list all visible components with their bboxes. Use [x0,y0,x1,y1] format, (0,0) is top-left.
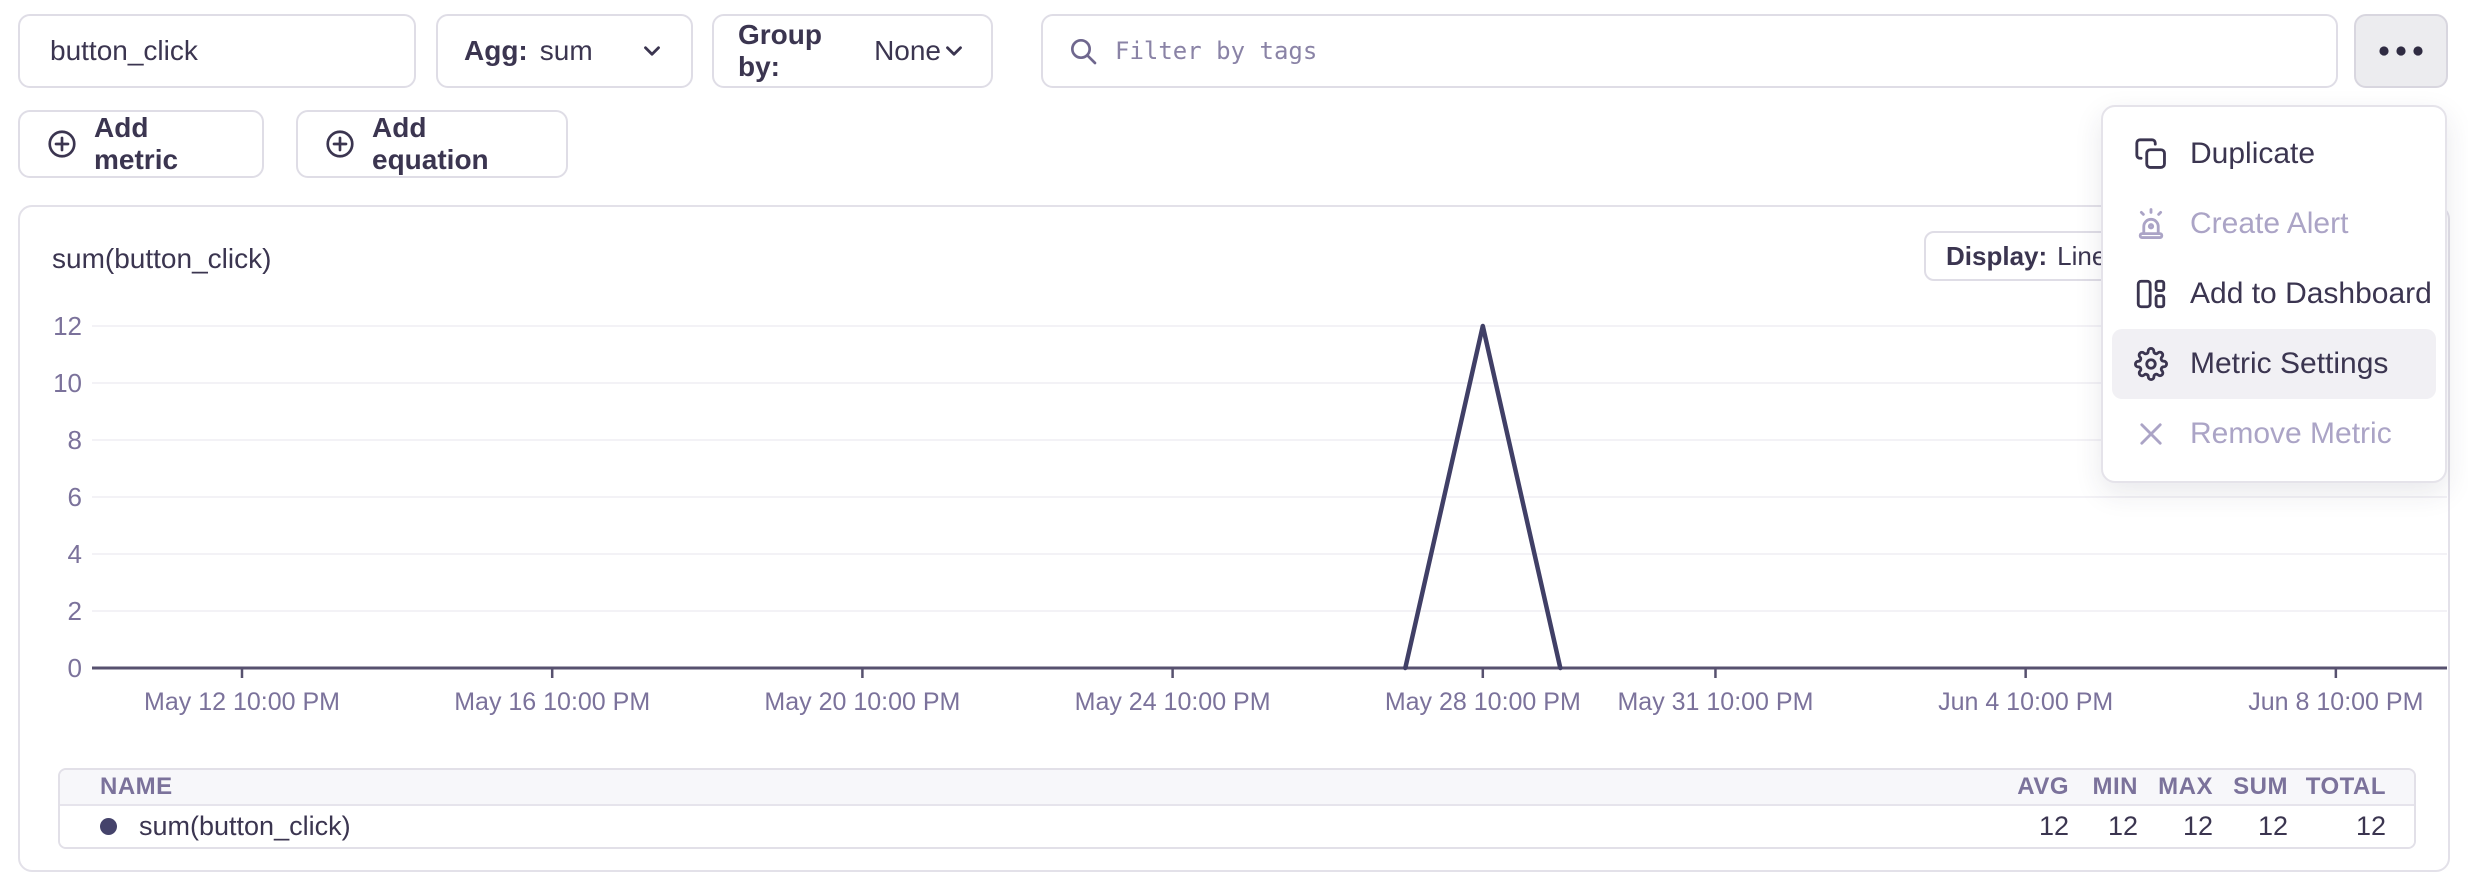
y-axis-tick-label: 10 [53,368,82,398]
y-axis-tick-label: 8 [67,425,82,455]
aggregation-dropdown[interactable]: Agg: sum [436,14,693,88]
dashboard-icon [2134,277,2168,311]
chevron-down-icon [639,38,665,64]
menu-item-create-alert: Create Alert [2112,189,2436,259]
y-axis-tick-label: 4 [67,539,82,569]
menu-item-label: Duplicate [2190,137,2316,170]
series-summary-table: NAME AVG MIN MAX SUM TOTAL sum(button_cl… [58,768,2416,849]
more-options-button[interactable] [2354,14,2448,88]
metric-name-field [18,14,416,88]
menu-item-label: Metric Settings [2190,347,2389,380]
series-stat-max: 12 [2182,811,2213,841]
x-axis-tick-label: May 24 10:00 PM [1074,688,1271,716]
aggregation-label: Agg: [464,35,528,66]
menu-item-label: Create Alert [2190,207,2349,240]
y-axis-tick-label: 6 [67,482,82,512]
tag-filter-input[interactable] [1115,37,2312,65]
ellipsis-icon [2378,45,2424,57]
chevron-down-icon [941,38,967,64]
menu-item-add-to-dashboard[interactable]: Add to Dashboard [2112,259,2436,329]
add-equation-button[interactable]: Add equation [296,110,568,178]
x-axis-tick-label: May 12 10:00 PM [144,688,340,716]
display-label: Display: [1946,240,2048,271]
x-axis-tick-label: May 16 10:00 PM [454,688,651,716]
column-header-max: MAX [2158,773,2213,800]
display-value: Line [2057,240,2107,271]
menu-item-label: Remove Metric [2190,417,2392,450]
search-icon [1067,35,1099,67]
column-header-total: TOTAL [2305,773,2386,800]
group-by-label: Group by: [738,19,822,82]
y-axis-tick-label: 0 [67,653,82,683]
x-axis-tick-label: May 28 10:00 PM [1384,688,1581,716]
column-header-name: NAME [100,773,173,800]
menu-item-label: Add to Dashboard [2190,277,2432,310]
chart-title: sum(button_click) [52,243,272,274]
group-by-dropdown[interactable]: Group by: None [712,14,993,88]
aggregation-value: sum [539,35,593,66]
series-stat-min: 12 [2107,811,2138,841]
series-stat-sum: 12 [2257,811,2288,841]
series-stat-avg: 12 [2038,811,2069,841]
y-axis-tick-label: 12 [53,311,82,341]
column-header-avg: AVG [2017,773,2069,800]
series-name: sum(button_click) [139,811,351,841]
menu-item-duplicate[interactable]: Duplicate [2112,119,2436,189]
column-header-sum: SUM [2233,773,2288,800]
alert-icon [2134,207,2168,241]
add-metric-label: Add metric [94,112,179,175]
group-by-value: None [874,35,941,66]
x-axis-tick-label: Jun 8 10:00 PM [2248,688,2424,716]
column-header-min: MIN [2092,773,2138,800]
menu-item-metric-settings[interactable]: Metric Settings [2112,329,2436,399]
series-color-dot [100,818,117,835]
add-equation-label: Add equation [372,112,489,175]
x-axis-tick-label: Jun 4 10:00 PM [1938,688,2114,716]
plus-circle-icon [324,128,356,160]
context-menu: Duplicate Create Alert Add to Dashboard Met… [2101,105,2447,483]
metric-name-input[interactable] [20,35,414,67]
y-axis-tick-label: 2 [67,596,82,626]
duplicate-icon [2134,137,2168,171]
chart-panel: sum(button_click) Display: Line 0 2 4 6 8 10 1… [18,205,2450,872]
tag-filter-field [1041,14,2338,88]
summary-table-header: NAME AVG MIN MAX SUM TOTAL [60,770,2414,806]
series-row[interactable]: sum(button_click) 12 12 12 12 12 [60,806,2414,847]
gear-icon [2134,347,2168,381]
plus-circle-icon [46,128,78,160]
x-axis-tick-label: May 20 10:00 PM [764,688,961,716]
add-metric-button[interactable]: Add metric [18,110,264,178]
x-icon [2134,417,2168,451]
series-stat-total: 12 [2355,811,2386,841]
x-axis-tick-label: May 31 10:00 PM [1617,688,1814,716]
menu-item-remove-metric: Remove Metric [2112,399,2436,469]
